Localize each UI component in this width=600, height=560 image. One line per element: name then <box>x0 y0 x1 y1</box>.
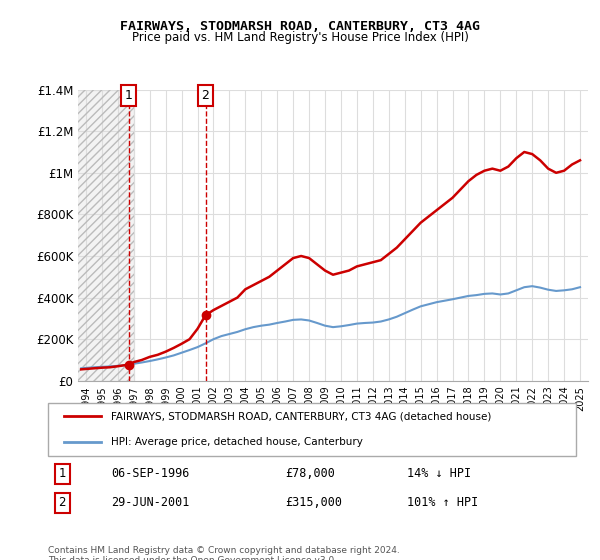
Text: FAIRWAYS, STODMARSH ROAD, CANTERBURY, CT3 4AG (detached house): FAIRWAYS, STODMARSH ROAD, CANTERBURY, CT… <box>112 412 492 422</box>
FancyBboxPatch shape <box>48 403 576 456</box>
Bar <box>78 90 134 381</box>
Text: 2: 2 <box>202 89 209 102</box>
Text: Contains HM Land Registry data © Crown copyright and database right 2024.
This d: Contains HM Land Registry data © Crown c… <box>48 546 400 560</box>
Bar <box>78 90 134 381</box>
Text: HPI: Average price, detached house, Canterbury: HPI: Average price, detached house, Cant… <box>112 436 363 446</box>
Text: FAIRWAYS, STODMARSH ROAD, CANTERBURY, CT3 4AG: FAIRWAYS, STODMARSH ROAD, CANTERBURY, CT… <box>120 20 480 32</box>
Text: £315,000: £315,000 <box>286 496 343 510</box>
Text: £78,000: £78,000 <box>286 467 335 480</box>
Text: 29-JUN-2001: 29-JUN-2001 <box>112 496 190 510</box>
Text: 101% ↑ HPI: 101% ↑ HPI <box>407 496 478 510</box>
Text: 1: 1 <box>125 89 133 102</box>
Text: Price paid vs. HM Land Registry's House Price Index (HPI): Price paid vs. HM Land Registry's House … <box>131 31 469 44</box>
Text: 14% ↓ HPI: 14% ↓ HPI <box>407 467 471 480</box>
Text: 1: 1 <box>59 467 66 480</box>
Text: 06-SEP-1996: 06-SEP-1996 <box>112 467 190 480</box>
Text: 2: 2 <box>59 496 66 510</box>
